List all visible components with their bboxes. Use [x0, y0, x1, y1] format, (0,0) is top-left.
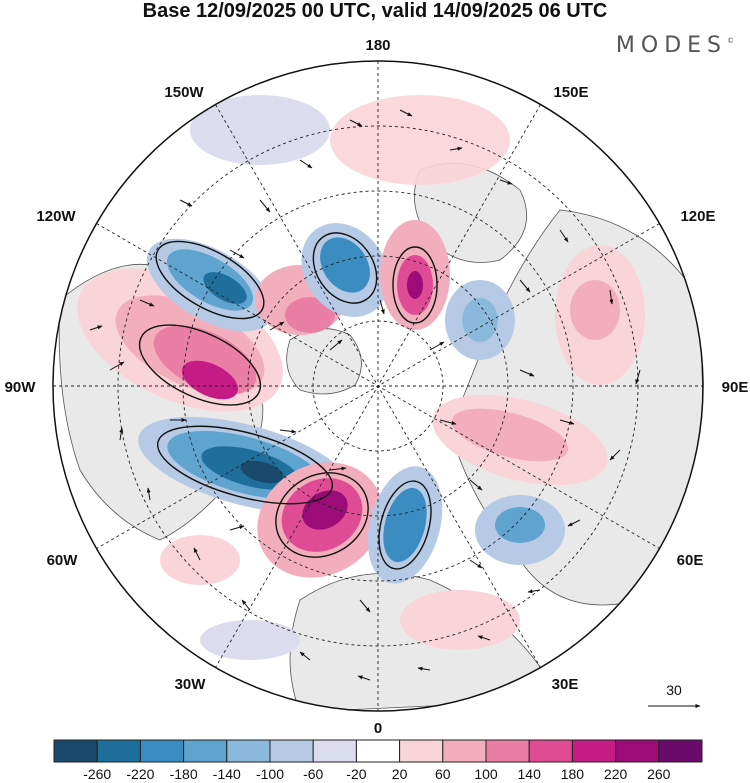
colorbar-swatch [269, 739, 314, 763]
longitude-labels: 180 0 90W 90E 150W 150E 120W 120E 60W 60… [5, 37, 749, 737]
reference-vector: 30 [648, 682, 701, 708]
modes-logo: MODES© [616, 33, 734, 58]
copyright-mark: © [727, 37, 734, 45]
colorbar-swatch [571, 739, 617, 763]
colorbar-swatch [96, 739, 141, 763]
colorbar-tick-label: 220 [604, 766, 628, 782]
chart-title: Base 12/09/2025 00 UTC, valid 14/09/2025… [142, 0, 608, 22]
label-60w: 60W [47, 552, 79, 569]
colorbar-tick-label: -260 [83, 766, 111, 782]
label-0: 0 [374, 720, 382, 737]
label-180: 180 [365, 37, 390, 54]
colorbar-tick-label: -20 [346, 766, 366, 782]
anomaly-field [77, 95, 645, 660]
colorbar-tick-label: 20 [392, 766, 408, 782]
colorbar-tick-label: 100 [474, 766, 498, 782]
colorbar-swatch [442, 739, 487, 763]
colorbar-tick-label: 260 [647, 766, 671, 782]
label-120w: 120W [36, 208, 76, 225]
label-150w: 150W [164, 84, 204, 101]
graticule [53, 61, 703, 711]
colorbar-tick-label: -180 [170, 766, 198, 782]
wind-vectors [89, 109, 641, 681]
label-60e: 60E [677, 552, 704, 569]
colorbar: -260 -220 -180 -140 -100 -60 -20 20 60 100 140 180 2… [53, 739, 703, 782]
colorbar-swatch [615, 739, 660, 763]
colorbar-swatch [485, 739, 530, 763]
colorbar-swatch [399, 739, 444, 763]
colorbar-tick-label: 140 [518, 766, 542, 782]
colorbar-tick-label: -140 [213, 766, 241, 782]
map-boundary [52, 60, 704, 712]
colorbar-tick-label: 180 [561, 766, 585, 782]
reference-vector-label: 30 [666, 682, 682, 698]
label-90e: 90E [722, 379, 749, 396]
colorbar-swatch [226, 739, 271, 763]
label-90w: 90W [5, 379, 37, 396]
colorbar-swatch [183, 739, 228, 763]
brand-name: MODES [615, 33, 727, 58]
label-120e: 120E [680, 208, 715, 225]
label-150e: 150E [553, 84, 588, 101]
colorbar-swatch [355, 739, 401, 763]
colorbar-tick-label: -60 [303, 766, 323, 782]
colorbar-swatch [53, 739, 98, 763]
contour-lines [138, 232, 438, 570]
colorbar-tick-label: 60 [435, 766, 451, 782]
colorbar-tick-label: -220 [126, 766, 154, 782]
colorbar-tick-label: -100 [256, 766, 284, 782]
colorbar-swatch [658, 739, 703, 763]
map-disc [53, 61, 703, 711]
colorbar-swatch [528, 739, 573, 763]
colorbar-swatch [139, 739, 185, 763]
colorbar-swatch [312, 739, 357, 763]
label-30e: 30E [552, 676, 579, 693]
label-30w: 30W [175, 676, 207, 693]
